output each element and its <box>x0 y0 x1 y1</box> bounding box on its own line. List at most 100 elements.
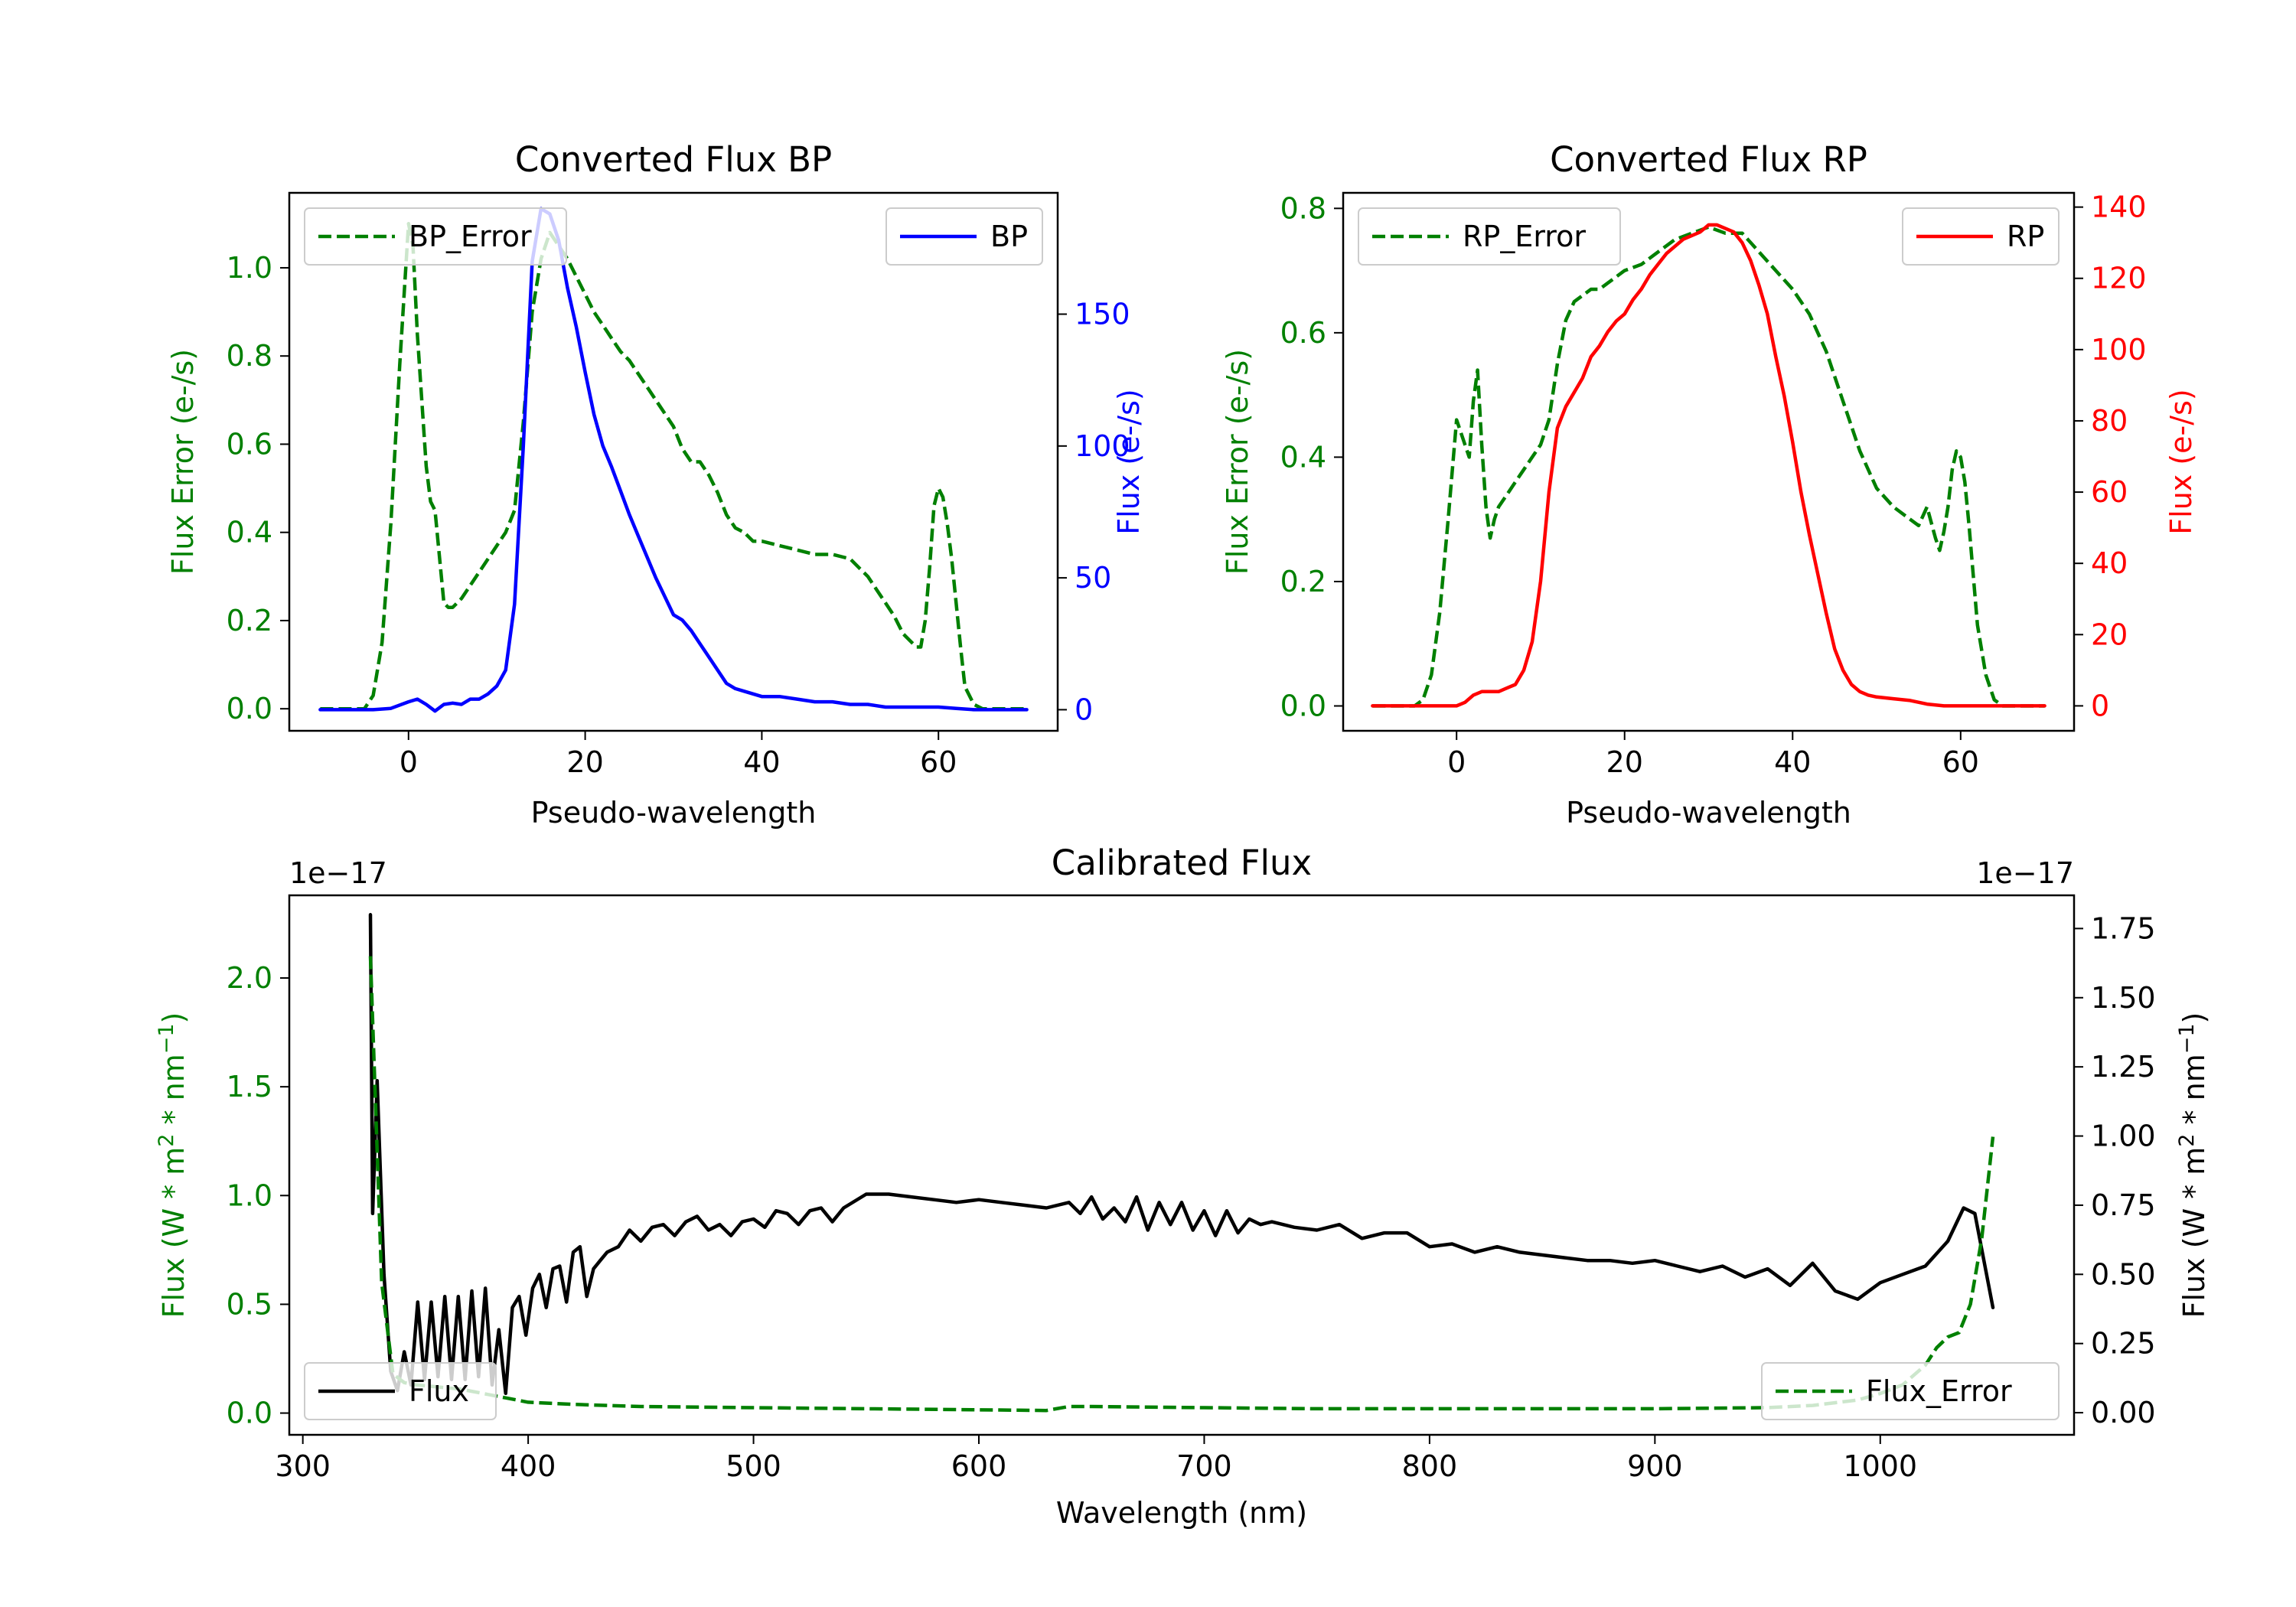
y-left-tick-label: 0.4 <box>1280 440 1326 474</box>
y-left-axis-label-sup: 2 <box>155 1134 178 1147</box>
legend-bp-error: BP_Error <box>304 207 567 266</box>
y-right-axis-label-sup: −1 <box>2175 1023 2199 1054</box>
plot-frame <box>288 894 2076 1436</box>
y-right-tick-label: 100 <box>1075 429 1130 463</box>
x-tick-label: 900 <box>1627 1449 1683 1483</box>
chart-title: Converted Flux RP <box>1550 139 1867 180</box>
x-tick-label: 800 <box>1402 1449 1458 1483</box>
legend-box <box>304 1362 497 1420</box>
legend-label: Flux_Error <box>1866 1374 2012 1408</box>
y-right-tick-label: 80 <box>2091 404 2128 438</box>
y-right-tick-label: 0 <box>2091 689 2109 722</box>
plot-frame <box>288 191 1059 732</box>
y-right-axis-label: Flux (e-/s) <box>1112 389 1146 534</box>
y-left-tick-label: 0.5 <box>227 1287 272 1321</box>
y-right-tick-label: 150 <box>1075 298 1130 331</box>
y-right-axis-label-sup: 2 <box>2175 1134 2199 1147</box>
y-left-axis-label-part: Flux (W * m <box>157 1147 191 1319</box>
legend-label: Flux <box>409 1374 469 1408</box>
y-left-tick-label: 0.2 <box>227 604 272 637</box>
y-right-tick-label: 0.00 <box>2091 1396 2156 1429</box>
x-axis-label: Pseudo-wavelength <box>531 796 817 830</box>
series-line-flux-error <box>368 956 1995 1413</box>
x-tick-label: 60 <box>1942 745 1979 779</box>
series-line-bp-error <box>320 222 1027 711</box>
chart-title: Converted Flux BP <box>515 139 832 180</box>
y-left-offset-text: 1e−17 <box>289 856 387 890</box>
y-right-axis-label-part: * nm <box>2177 1054 2211 1133</box>
x-axis-label: Pseudo-wavelength <box>1566 796 1851 830</box>
x-tick-label: 600 <box>951 1449 1007 1483</box>
series-line-rp-error <box>1372 225 2045 708</box>
x-tick-label: 0 <box>1447 745 1466 779</box>
y-right-tick-label: 40 <box>2091 546 2128 580</box>
y-right-tick-label: 120 <box>2091 262 2147 295</box>
x-tick-label: 500 <box>726 1449 781 1483</box>
chart-panel-2: 0 20 40 60 0.0 0.2 0.4 0.6 0.8 0 20 40 60 80 100 120 140… <box>1221 139 2198 830</box>
legend-bp: BP <box>885 207 1043 266</box>
y-right-tick-label: 1.25 <box>2091 1050 2156 1084</box>
y-right-tick-label: 60 <box>2091 475 2128 509</box>
y-right-axis-label-part: ) <box>2177 1012 2211 1024</box>
x-tick-label: 300 <box>275 1449 331 1483</box>
legend-label: RP_Error <box>1463 220 1586 253</box>
y-left-tick-label: 0.0 <box>1280 689 1326 722</box>
y-left-tick-label: 0.0 <box>227 692 272 725</box>
chart-panel-3: 300 400 500 600 700 800 900 1000 0.0 0.5 1.0 1.5 2.0… <box>155 843 2211 1530</box>
series-line-flux <box>368 913 1995 1396</box>
y-left-tick-label: 0.6 <box>1280 316 1326 350</box>
x-tick-label: 400 <box>501 1449 556 1483</box>
y-right-tick-label: 0 <box>1075 693 1093 726</box>
y-left-tick-label: 0.2 <box>1280 565 1326 598</box>
y-left-tick-label: 1.0 <box>227 1178 272 1212</box>
plot-frame <box>1342 191 2076 732</box>
y-right-tick-label: 0.50 <box>2091 1257 2156 1291</box>
legend-rp-error: RP_Error <box>1358 207 1621 266</box>
series-line-bp <box>318 207 1029 713</box>
legend-label: BP_Error <box>409 220 532 253</box>
y-right-axis-label: Flux (W * m2 * nm−1) <box>2175 1012 2211 1319</box>
series-line-rp <box>1371 223 2047 708</box>
x-tick-label: 40 <box>1774 745 1811 779</box>
y-right-tick-label: 100 <box>2091 333 2147 367</box>
y-left-tick-label: 0.6 <box>227 427 272 461</box>
chart-panel-1: 0 20 40 60 0.0 0.2 0.4 0.6 0.8 1.0 0 50 100 150 Conver… <box>166 139 1146 830</box>
y-left-axis-label: Flux (W * m2 * nm−1) <box>155 1012 191 1319</box>
y-left-tick-label: 0.0 <box>227 1397 272 1430</box>
legend-label: BP <box>990 220 1028 253</box>
y-right-tick-label: 140 <box>2091 191 2147 224</box>
x-tick-label: 40 <box>743 745 780 779</box>
x-tick-label: 1000 <box>1843 1449 1917 1483</box>
y-left-tick-label: 2.0 <box>227 961 272 995</box>
legend-box <box>1761 1362 2060 1420</box>
legend-flux-error: Flux_Error <box>1761 1362 2060 1420</box>
legend-box <box>1358 207 1621 266</box>
y-left-tick-label: 1.0 <box>227 251 272 285</box>
x-tick-label: 20 <box>1606 745 1643 779</box>
legend-rp: RP <box>1902 207 2060 266</box>
y-left-tick-label: 0.8 <box>227 339 272 373</box>
legend-flux: Flux <box>304 1362 497 1420</box>
y-left-axis-label-part: ) <box>157 1012 191 1024</box>
y-left-axis-label: Flux Error (e-/s) <box>1221 349 1254 575</box>
x-tick-label: 0 <box>400 745 418 779</box>
x-tick-label: 60 <box>920 745 957 779</box>
y-left-tick-label: 1.5 <box>227 1070 272 1103</box>
y-left-tick-label: 0.8 <box>1280 191 1326 225</box>
y-right-tick-label: 1.00 <box>2091 1120 2156 1153</box>
x-axis-label: Wavelength (nm) <box>1056 1496 1307 1530</box>
y-right-axis-label-part: Flux (W * m <box>2177 1147 2211 1319</box>
x-tick-label: 20 <box>566 745 603 779</box>
legend-label: RP <box>2007 220 2044 253</box>
chart-title: Calibrated Flux <box>1052 843 1312 883</box>
y-right-axis-label: Flux (e-/s) <box>2164 389 2198 534</box>
y-left-axis-label-sup: −1 <box>155 1023 178 1054</box>
y-right-offset-text: 1e−17 <box>1976 856 2074 890</box>
x-tick-label: 700 <box>1176 1449 1232 1483</box>
y-right-tick-label: 50 <box>1075 561 1111 595</box>
y-right-tick-label: 0.25 <box>2091 1327 2156 1361</box>
legend-box <box>304 207 567 266</box>
y-right-tick-label: 1.75 <box>2091 911 2156 945</box>
y-right-tick-label: 1.50 <box>2091 981 2156 1015</box>
